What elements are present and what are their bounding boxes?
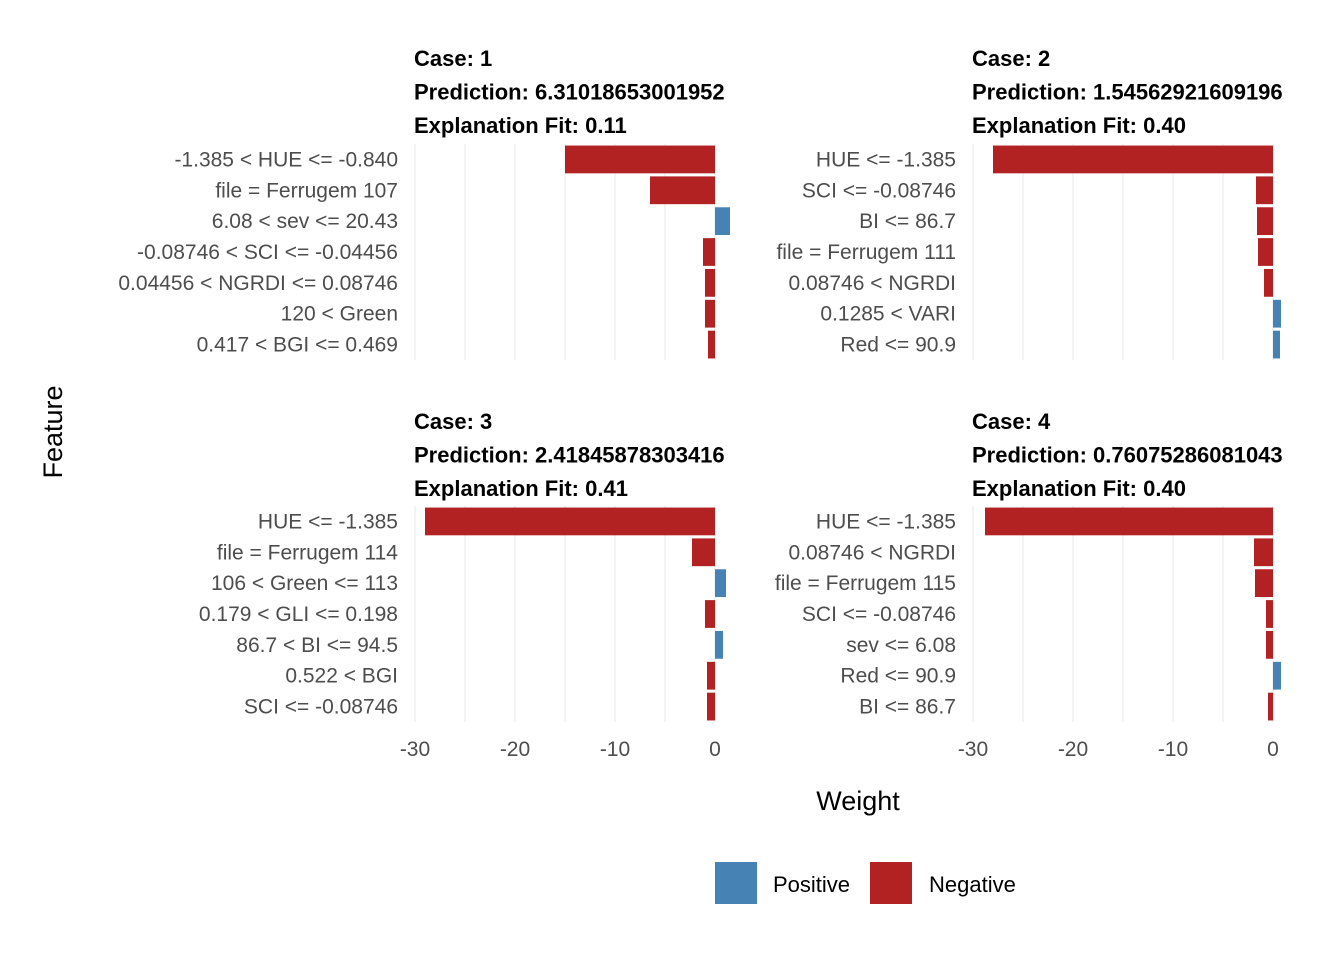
feature-label: 86.7 < BI <= 94.5 xyxy=(236,634,398,657)
x-tick-label: 0 xyxy=(1267,738,1279,761)
bar-negative xyxy=(1257,207,1273,236)
bar-negative xyxy=(1266,600,1273,628)
panel-fit-label: Explanation Fit: 0.40 xyxy=(972,113,1186,138)
bar-positive xyxy=(715,207,730,236)
legend-label-positive: Positive xyxy=(773,872,850,897)
bar-negative xyxy=(985,507,1273,536)
bar-negative xyxy=(650,176,715,205)
feature-label: -0.08746 < SCI <= -0.04456 xyxy=(137,241,398,264)
bar-negative xyxy=(425,507,715,536)
feature-label: 0.417 < BGI <= 0.469 xyxy=(197,334,398,357)
feature-label: SCI <= -0.08746 xyxy=(802,603,956,626)
feature-label: 0.08746 < NGRDI xyxy=(788,272,956,295)
feature-label: sev <= 6.08 xyxy=(846,634,956,657)
bar-positive xyxy=(715,569,726,598)
panel-case-label: Case: 2 xyxy=(972,46,1050,71)
feature-label: 0.179 < GLI <= 0.198 xyxy=(199,603,398,626)
feature-label: -1.385 < HUE <= -0.840 xyxy=(174,148,398,171)
feature-label: 6.08 < sev <= 20.43 xyxy=(212,210,398,233)
legend-key-negative xyxy=(870,862,912,904)
panel-prediction-label: Prediction: 6.31018653001952 xyxy=(414,80,725,105)
bar-negative xyxy=(703,238,715,266)
feature-label: BI <= 86.7 xyxy=(859,210,956,233)
bar-negative xyxy=(1266,630,1273,659)
feature-label: 120 < Green xyxy=(281,303,398,326)
x-tick-label: -10 xyxy=(1158,738,1188,761)
panel-case-3: Case: 3 Prediction: 2.41845878303416 Expla… xyxy=(199,409,726,761)
panel-prediction-label: Prediction: 1.54562921609196 xyxy=(972,80,1283,105)
feature-label: HUE <= -1.385 xyxy=(816,148,956,171)
bar-negative xyxy=(1255,569,1273,598)
panel-case-4: Case: 4 Prediction: 0.76075286081043 Expla… xyxy=(775,409,1283,761)
x-tick-label: -30 xyxy=(958,738,988,761)
bar-negative xyxy=(1256,176,1273,205)
bar-positive xyxy=(1273,299,1281,328)
panel-case-1: Case: 1 Prediction: 6.31018653001952 Expla… xyxy=(118,46,730,360)
x-tick-label: -10 xyxy=(600,738,630,761)
bar-negative xyxy=(1254,538,1273,567)
legend-label-negative: Negative xyxy=(929,872,1016,897)
bar-negative xyxy=(707,692,715,721)
feature-label: Red <= 90.9 xyxy=(840,665,956,688)
feature-label: file = Ferrugem 107 xyxy=(215,179,398,202)
bar-negative xyxy=(565,145,715,174)
feature-label: 0.04456 < NGRDI <= 0.08746 xyxy=(118,272,398,295)
bar-negative xyxy=(705,299,715,328)
feature-label: file = Ferrugem 111 xyxy=(776,241,956,264)
feature-label: 0.08746 < NGRDI xyxy=(788,541,956,564)
bar-negative xyxy=(1264,268,1273,297)
panel-prediction-label: Prediction: 0.76075286081043 xyxy=(972,443,1283,468)
panel-case-2: Case: 2 Prediction: 1.54562921609196 Expla… xyxy=(776,46,1283,360)
panel-fit-label: Explanation Fit: 0.41 xyxy=(414,476,628,501)
legend-key-positive xyxy=(715,862,757,904)
bar-positive xyxy=(715,630,723,659)
feature-label: SCI <= -0.08746 xyxy=(802,179,956,202)
x-tick-label: -20 xyxy=(1058,738,1088,761)
feature-label: file = Ferrugem 115 xyxy=(775,572,956,595)
bar-negative xyxy=(692,538,715,567)
y-axis-title: Feature xyxy=(38,385,68,478)
x-tick-label: -30 xyxy=(400,738,430,761)
x-tick-label: 0 xyxy=(709,738,721,761)
feature-label: SCI <= -0.08746 xyxy=(244,696,398,719)
bar-negative xyxy=(993,145,1273,174)
bar-negative xyxy=(705,600,715,628)
bar-negative xyxy=(708,330,715,359)
feature-label: 106 < Green <= 113 xyxy=(211,572,398,595)
panel-case-label: Case: 4 xyxy=(972,409,1051,434)
panel-prediction-label: Prediction: 2.41845878303416 xyxy=(414,443,725,468)
facet-panels: Case: 1 Prediction: 6.31018653001952 Expla… xyxy=(118,46,1282,761)
panel-fit-label: Explanation Fit: 0.11 xyxy=(414,113,627,138)
legend: Positive Negative xyxy=(715,862,1016,904)
panel-case-label: Case: 1 xyxy=(414,46,492,71)
bar-positive xyxy=(1273,661,1281,690)
x-axis-title: Weight xyxy=(816,786,900,816)
bar-negative xyxy=(707,661,715,690)
panel-fit-label: Explanation Fit: 0.40 xyxy=(972,476,1186,501)
bar-negative xyxy=(1258,238,1273,266)
bar-negative xyxy=(705,268,715,297)
feature-label: BI <= 86.7 xyxy=(859,696,956,719)
bar-positive xyxy=(1273,330,1280,359)
feature-label: HUE <= -1.385 xyxy=(816,510,956,533)
feature-label: 0.522 < BGI xyxy=(285,665,398,688)
feature-label: Red <= 90.9 xyxy=(840,334,956,357)
bar-negative xyxy=(1268,692,1273,721)
feature-label: file = Ferrugem 114 xyxy=(217,541,398,564)
feature-label: HUE <= -1.385 xyxy=(258,510,398,533)
feature-label: 0.1285 < VARI xyxy=(820,303,956,326)
x-tick-label: -20 xyxy=(500,738,530,761)
panel-case-label: Case: 3 xyxy=(414,409,492,434)
